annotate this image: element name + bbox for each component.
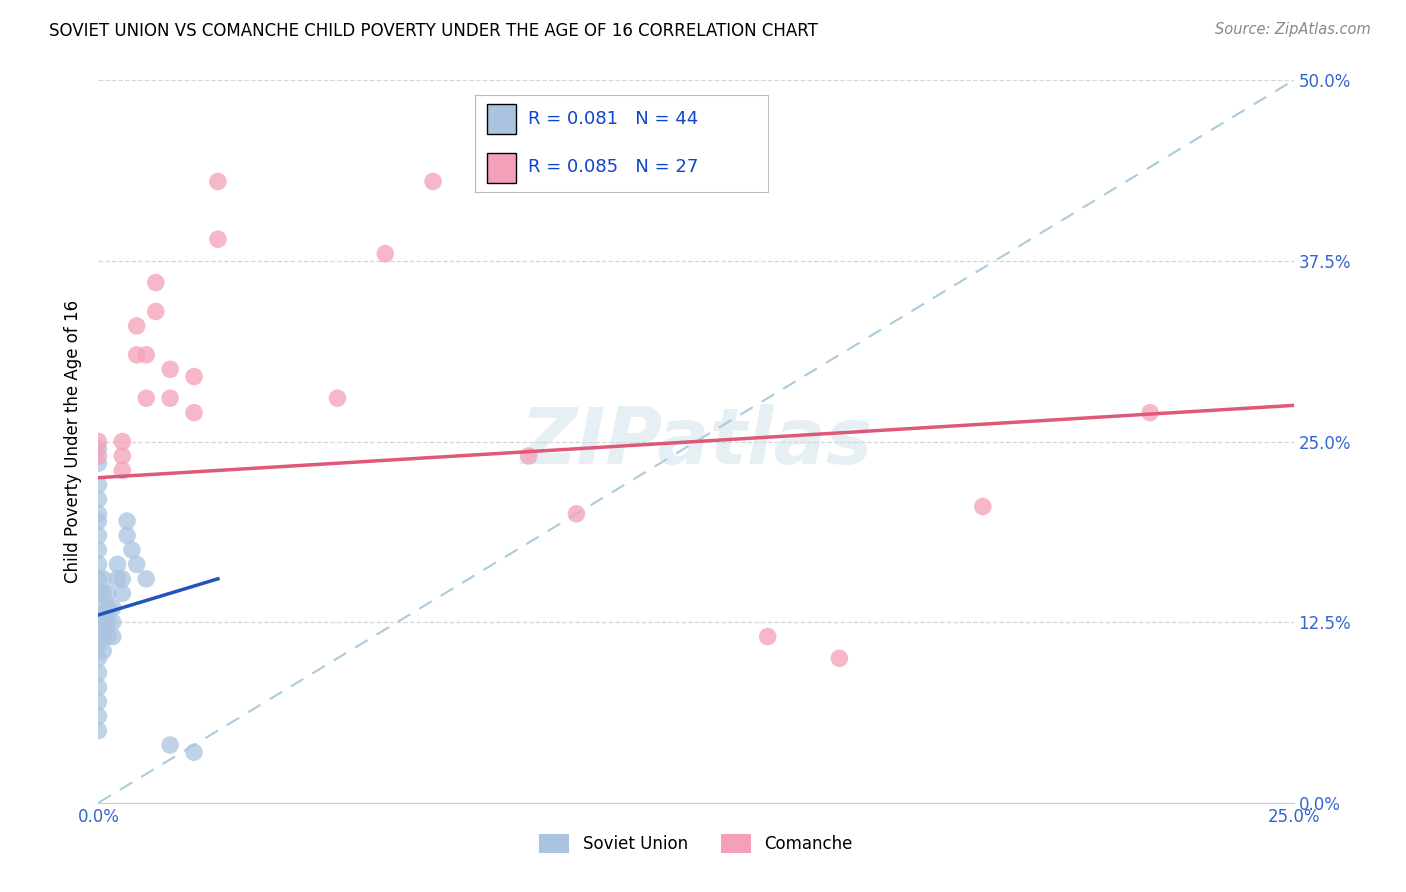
Point bbox=[87, 507, 110, 521]
Point bbox=[207, 174, 229, 188]
Text: ZIPatlas: ZIPatlas bbox=[520, 403, 872, 480]
Point bbox=[87, 542, 110, 557]
Point bbox=[91, 630, 114, 644]
Point bbox=[87, 607, 110, 622]
Point bbox=[121, 542, 143, 557]
Point bbox=[87, 558, 110, 572]
Point bbox=[111, 586, 134, 600]
Point bbox=[565, 160, 588, 174]
Point bbox=[183, 745, 205, 759]
Point bbox=[87, 528, 110, 542]
Point bbox=[87, 723, 110, 738]
Text: Source: ZipAtlas.com: Source: ZipAtlas.com bbox=[1215, 22, 1371, 37]
Point bbox=[111, 572, 134, 586]
Point bbox=[111, 434, 134, 449]
Point bbox=[87, 651, 110, 665]
Point bbox=[517, 449, 540, 463]
Point bbox=[125, 318, 148, 333]
Text: SOVIET UNION VS COMANCHE CHILD POVERTY UNDER THE AGE OF 16 CORRELATION CHART: SOVIET UNION VS COMANCHE CHILD POVERTY U… bbox=[49, 22, 818, 40]
Point bbox=[87, 434, 110, 449]
Point bbox=[107, 558, 129, 572]
Point bbox=[159, 738, 181, 752]
Point bbox=[97, 586, 120, 600]
Point bbox=[87, 449, 110, 463]
Point bbox=[101, 615, 124, 630]
Point bbox=[87, 586, 110, 600]
Point bbox=[101, 630, 124, 644]
Point bbox=[97, 630, 120, 644]
Point bbox=[159, 362, 181, 376]
Point bbox=[91, 586, 114, 600]
Point bbox=[135, 391, 157, 405]
Point bbox=[125, 558, 148, 572]
Point bbox=[87, 492, 110, 507]
Point bbox=[87, 572, 110, 586]
Point bbox=[183, 406, 205, 420]
Point bbox=[91, 644, 114, 658]
Point bbox=[107, 572, 129, 586]
Point bbox=[115, 528, 138, 542]
Point bbox=[87, 709, 110, 723]
Point bbox=[125, 348, 148, 362]
Point bbox=[828, 651, 851, 665]
Point bbox=[91, 615, 114, 630]
Point bbox=[326, 391, 349, 405]
Legend: Soviet Union, Comanche: Soviet Union, Comanche bbox=[533, 827, 859, 860]
Point bbox=[91, 600, 114, 615]
Point bbox=[91, 572, 114, 586]
Point bbox=[756, 630, 779, 644]
Point bbox=[207, 232, 229, 246]
Point bbox=[135, 348, 157, 362]
Point bbox=[111, 449, 134, 463]
Point bbox=[87, 514, 110, 528]
Point bbox=[97, 615, 120, 630]
Point bbox=[87, 665, 110, 680]
Point bbox=[422, 174, 444, 188]
Point bbox=[972, 500, 994, 514]
Point bbox=[87, 623, 110, 637]
Y-axis label: Child Poverty Under the Age of 16: Child Poverty Under the Age of 16 bbox=[65, 300, 83, 583]
Point bbox=[87, 478, 110, 492]
Point bbox=[183, 369, 205, 384]
Point bbox=[87, 456, 110, 470]
Point bbox=[101, 600, 124, 615]
Point bbox=[135, 572, 157, 586]
Point bbox=[111, 463, 134, 477]
Point bbox=[87, 695, 110, 709]
Point bbox=[565, 507, 588, 521]
Point bbox=[145, 304, 167, 318]
Point bbox=[1139, 406, 1161, 420]
Point bbox=[159, 391, 181, 405]
Point bbox=[115, 514, 138, 528]
Point bbox=[374, 246, 396, 260]
Point bbox=[145, 276, 167, 290]
Point bbox=[87, 637, 110, 651]
Point bbox=[87, 680, 110, 694]
Point bbox=[97, 600, 120, 615]
Point bbox=[87, 442, 110, 456]
